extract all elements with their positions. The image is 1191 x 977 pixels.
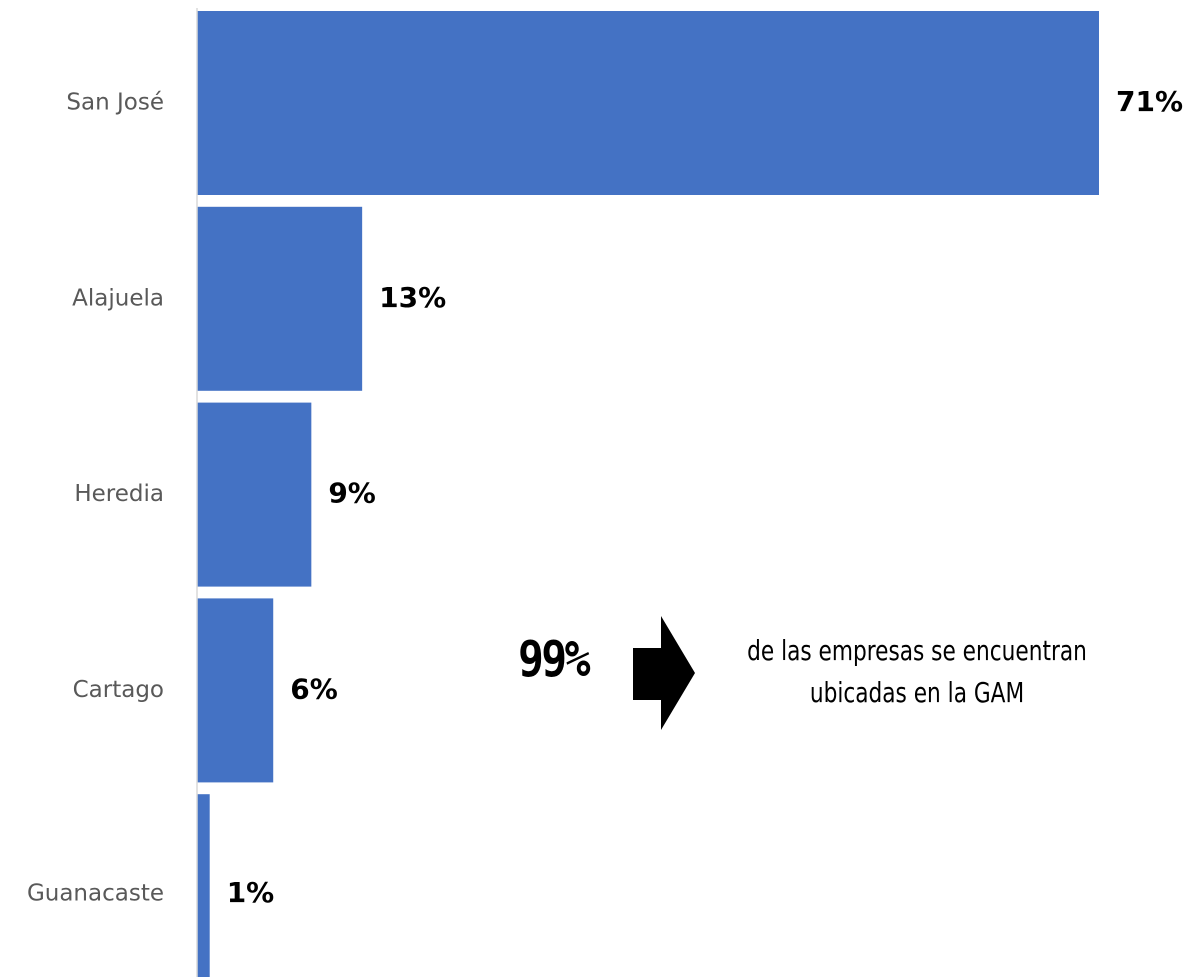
bar xyxy=(197,11,1099,195)
bar xyxy=(197,794,210,977)
callout-percentage: 99% xyxy=(518,630,591,688)
value-label: 71% xyxy=(1116,85,1183,118)
callout-description: de las empresas se encuentran ubicadas e… xyxy=(747,634,1087,709)
bars-group xyxy=(197,11,1099,977)
category-label: Heredia xyxy=(74,481,164,507)
category-labels-group: San José Alajuela Heredia Cartago Guanacaste xyxy=(27,90,164,907)
value-label: 1% xyxy=(227,876,275,909)
bar xyxy=(197,402,312,587)
value-labels-group: 71% 13% 9% 6% 1% xyxy=(227,85,1183,909)
category-label: San José xyxy=(66,90,164,116)
gam-callout: 99% de las empresas se encuentran ubicad… xyxy=(500,610,1160,740)
category-label: Guanacaste xyxy=(27,881,164,907)
value-label: 13% xyxy=(379,281,446,314)
bar xyxy=(197,598,274,783)
right-arrow-icon xyxy=(633,616,695,730)
value-label: 9% xyxy=(328,477,376,510)
bar xyxy=(197,206,363,391)
value-label: 6% xyxy=(290,672,338,705)
category-label: Cartago xyxy=(73,677,164,703)
category-label: Alajuela xyxy=(72,285,164,311)
